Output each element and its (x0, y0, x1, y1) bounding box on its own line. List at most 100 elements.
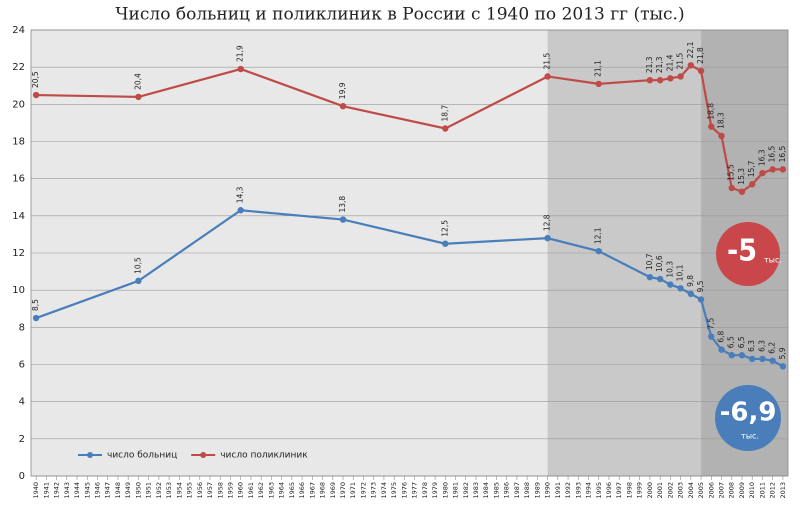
x-tick-label: 1952 (155, 482, 163, 499)
value-label: 12,8 (543, 214, 552, 231)
point (32, 91, 40, 99)
x-tick-label: 1955 (186, 482, 194, 499)
x-tick-label: 1997 (615, 482, 623, 499)
x-tick-label: 2008 (728, 482, 736, 499)
x-tick-label: 2001 (656, 482, 664, 499)
x-tick-label: 1989 (533, 482, 541, 499)
value-label: 12,1 (594, 227, 603, 244)
y-tick-label: 14 (12, 211, 25, 222)
legend-marker (87, 452, 93, 458)
chart-title: Число больниц и поликлиник в России с 19… (115, 5, 684, 25)
annotation-badge (716, 222, 780, 286)
x-tick-label: 1954 (175, 482, 183, 499)
value-label: 18,8 (706, 103, 715, 120)
value-label: 8,5 (31, 299, 40, 311)
x-tick-label: 1946 (93, 482, 101, 499)
x-tick-label: 1971 (349, 482, 357, 499)
x-tick-label: 2004 (687, 482, 695, 499)
point (135, 277, 142, 285)
point (677, 285, 684, 292)
value-label: 10,3 (665, 261, 674, 278)
point (339, 216, 347, 223)
point (237, 207, 244, 214)
value-label: 10,6 (655, 255, 664, 272)
point (687, 290, 695, 298)
x-tick-label: 2000 (646, 482, 654, 499)
x-tick-label: 1977 (411, 482, 419, 499)
x-tick-label: 1956 (196, 482, 204, 499)
value-label: 19,9 (338, 82, 347, 99)
x-tick-label: 1976 (400, 482, 408, 499)
x-tick-label: 1960 (237, 482, 245, 499)
x-tick-label: 1944 (73, 482, 81, 499)
value-label: 9,8 (686, 275, 695, 287)
x-tick-label: 1990 (544, 482, 552, 499)
point (656, 275, 664, 283)
x-tick-label: 1968 (319, 482, 327, 499)
y-tick-label: 2 (19, 434, 25, 445)
x-tick-label: 1995 (595, 482, 603, 499)
point (748, 355, 756, 363)
x-tick-label: 1988 (523, 482, 531, 499)
point (667, 281, 674, 288)
value-label: 20,5 (31, 71, 40, 88)
legend-marker (200, 452, 207, 458)
y-tick-label: 22 (12, 62, 25, 73)
x-tick-label: 1940 (32, 482, 40, 499)
point (135, 93, 142, 101)
point (769, 166, 776, 173)
x-tick-label: 1949 (124, 482, 132, 499)
x-tick-label: 1980 (441, 482, 449, 499)
value-label: 16,5 (778, 145, 787, 162)
x-tick-label: 2005 (697, 482, 705, 499)
point (759, 355, 766, 363)
value-label: 15,7 (747, 160, 756, 177)
x-tick-label: 1974 (380, 482, 388, 499)
point (442, 125, 449, 132)
y-tick-label: 18 (12, 137, 25, 148)
y-tick-label: 6 (19, 360, 25, 371)
x-tick-label: 1991 (554, 482, 562, 499)
value-label: 6,3 (757, 340, 766, 352)
x-tick-label: 1986 (503, 482, 511, 499)
value-label: 16,5 (768, 145, 777, 162)
x-tick-label: 1942 (53, 482, 61, 499)
x-tick-label: 1987 (513, 482, 521, 499)
x-tick-label: 1982 (462, 482, 470, 499)
x-tick-label: 1964 (278, 482, 286, 499)
x-tick-label: 1967 (308, 482, 316, 499)
value-label: 16,3 (757, 149, 766, 166)
value-label: 21,3 (645, 56, 654, 73)
value-label: 21,9 (236, 45, 245, 62)
value-label: 15,5 (727, 164, 736, 181)
point (718, 346, 725, 353)
y-tick-label: 16 (12, 174, 25, 185)
value-label: 15,3 (737, 168, 746, 185)
point (738, 352, 746, 359)
x-tick-label: 1975 (390, 482, 398, 499)
value-label: 12,5 (440, 220, 449, 237)
value-label: 22,1 (686, 41, 695, 58)
annotations: -5 тыс. -6,9 тыс. (715, 222, 782, 451)
point (779, 166, 787, 173)
point (646, 273, 654, 281)
annotation-unit: тыс. (764, 256, 782, 265)
value-label: 18,7 (440, 105, 449, 122)
point (708, 123, 715, 130)
value-label: 6,5 (727, 336, 736, 348)
x-tick-label: 2012 (769, 482, 777, 499)
point (646, 76, 654, 84)
x-tick-label: 1943 (63, 482, 71, 499)
value-label: 7,5 (706, 317, 715, 329)
point (738, 188, 746, 195)
annotation-badge (715, 385, 781, 451)
x-tick-label: 1948 (114, 482, 122, 499)
value-label: 21,4 (665, 54, 674, 71)
value-label: 6,2 (768, 342, 777, 354)
x-tick-label: 2006 (707, 482, 715, 499)
x-tick-label: 2009 (738, 482, 746, 499)
x-tick-label: 1962 (257, 482, 265, 499)
annotation-text: -5 (727, 234, 757, 269)
x-tick-label: 1959 (226, 482, 234, 499)
x-tick-label: 2007 (718, 482, 726, 499)
